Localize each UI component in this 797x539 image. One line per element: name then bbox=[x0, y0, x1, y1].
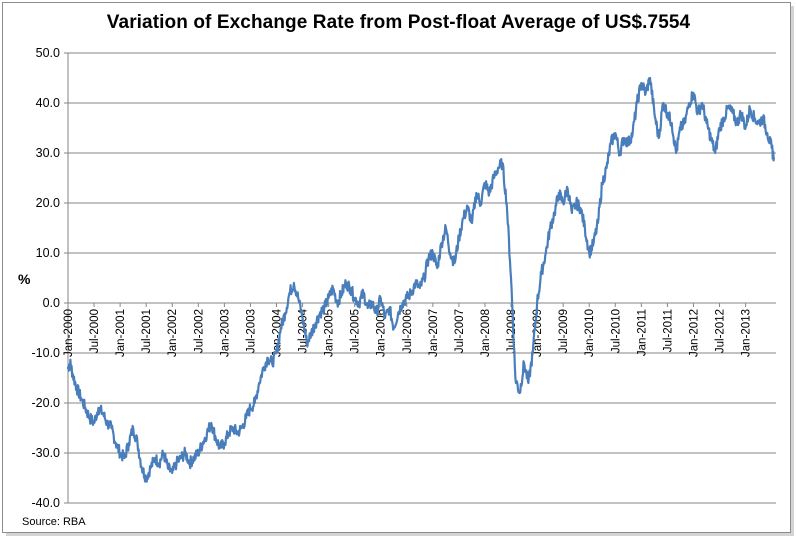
y-tick-label: -30.0 bbox=[32, 446, 61, 460]
x-tick-label: Jul-2006 bbox=[402, 309, 414, 353]
chart-frame bbox=[2, 2, 791, 533]
x-tick-label: Jan-2011 bbox=[636, 309, 648, 356]
x-tick-label: Jul-2010 bbox=[610, 309, 622, 353]
x-tick-label: Jan-2013 bbox=[741, 309, 753, 357]
series-line bbox=[66, 76, 775, 483]
x-tick-label: Jul-2003 bbox=[245, 309, 257, 353]
x-tick-label: Jan-2012 bbox=[688, 309, 700, 357]
x-tick-label: Jul-2012 bbox=[715, 309, 727, 353]
x-tick-label: Jan-2007 bbox=[428, 309, 440, 357]
x-tick-labels: Jan-2000 Jul-2000 Jan-2001 Jul-2001 Jan-2002… bbox=[63, 308, 753, 357]
x-tick-label: Jan-2005 bbox=[324, 309, 336, 357]
x-tick-label: Jul-2005 bbox=[350, 309, 362, 353]
x-tick-label: Jan-2001 bbox=[115, 309, 127, 357]
x-tick-label: Jan-2003 bbox=[219, 309, 231, 357]
y-tick-label: 20.0 bbox=[36, 196, 60, 210]
x-tick-label: Jul-2001 bbox=[141, 309, 153, 353]
x-tick-label: Jan-2002 bbox=[167, 309, 179, 357]
y-tick-labels: -40.0 -30.0 -20.0 -10.0 0.0 10.0 20.0 30.0 40.0 5… bbox=[32, 46, 61, 510]
x-tick-label: Jan-2006 bbox=[376, 309, 388, 357]
x-tick-label: Jul-2000 bbox=[89, 309, 101, 353]
y-tick-label: -40.0 bbox=[32, 496, 61, 510]
y-tick-label: 40.0 bbox=[36, 96, 60, 110]
y-tick-label: 10.0 bbox=[36, 246, 60, 260]
x-tick-label: Jan-2010 bbox=[584, 309, 596, 357]
x-tick-label: Jan-2000 bbox=[63, 309, 75, 357]
y-axis-label: % bbox=[18, 271, 31, 287]
x-tick-label: Jul-2008 bbox=[506, 309, 518, 353]
chart-title: Variation of Exchange Rate from Post-flo… bbox=[106, 12, 691, 33]
x-tick-label: Jul-2002 bbox=[193, 309, 205, 353]
x-tick-label: Jul-2011 bbox=[662, 309, 674, 352]
frame-shadow-bottom bbox=[6, 533, 794, 536]
y-tick-label: 0.0 bbox=[43, 296, 60, 310]
source-note: Source: RBA bbox=[22, 516, 86, 528]
x-tick-label: Jul-2009 bbox=[558, 309, 570, 353]
frame-shadow-right bbox=[791, 6, 794, 536]
y-tick-label: 30.0 bbox=[36, 146, 60, 160]
x-tick-label: Jan-2004 bbox=[271, 308, 283, 357]
x-tick-label: Jul-2007 bbox=[454, 309, 466, 353]
x-tick-label: Jan-2008 bbox=[480, 309, 492, 357]
axes bbox=[64, 52, 747, 504]
y-tick-label: -20.0 bbox=[32, 396, 61, 410]
series-group bbox=[66, 76, 775, 483]
y-tick-label: 50.0 bbox=[36, 46, 60, 60]
y-tick-label: -10.0 bbox=[32, 346, 61, 360]
